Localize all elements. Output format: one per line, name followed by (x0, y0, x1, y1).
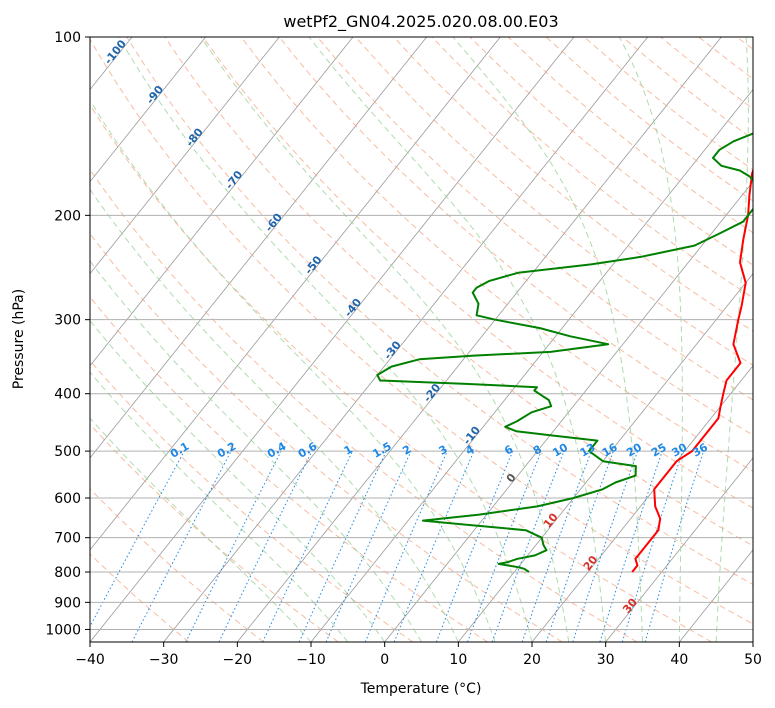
mixing-ratio-line (545, 450, 614, 642)
x-tick-label: 40 (670, 652, 688, 668)
y-tick-label: 400 (54, 387, 81, 403)
dry-adiabat-line (90, 423, 339, 642)
y-tick-label: 800 (54, 565, 81, 581)
x-axis: −40 −30 −20 −10 0 10 20 30 40 50 (75, 642, 762, 668)
mixing-ratio-line (393, 450, 475, 642)
dry-adiabat-line (393, 37, 753, 332)
y-tick-label: 200 (54, 208, 81, 224)
moist-adiabat-line (715, 37, 749, 642)
moist-adiabat-line (90, 371, 349, 642)
plot-background (90, 37, 753, 642)
background-lines (0, 37, 753, 642)
mixing-ratio-line (185, 450, 282, 642)
moist-adiabat-line (90, 188, 459, 642)
isotherm-line (531, 365, 753, 642)
y-tick-label: 700 (54, 531, 81, 547)
mixing-ratio-line (621, 450, 684, 642)
isotherm-line (90, 37, 427, 459)
dry-adiabat-line (90, 359, 414, 642)
dry-adiabat-line (90, 168, 638, 642)
x-tick-label: 20 (523, 652, 541, 668)
dewpoint-profile-line (376, 132, 753, 573)
moist-adiabat-line (90, 260, 422, 642)
isotherm-line (0, 37, 58, 642)
x-tick-label: 30 (597, 652, 615, 668)
plot-area: 0.1 0.2 0.4 0.6 1 1.5 2 3 4 6 8 10 13 16 20 25 30 36-100-… (0, 36, 754, 658)
dry-adiabat-line (90, 553, 190, 642)
plot-frame (89, 36, 754, 643)
y-tick-label: 100 (54, 30, 81, 46)
pressure-gridlines (90, 37, 753, 630)
x-tick-label: −30 (149, 652, 179, 668)
moist-adiabat-line (308, 37, 607, 642)
isotherm-line (237, 37, 722, 642)
temperature-profile-line (631, 167, 753, 573)
isotherm-line (752, 641, 753, 642)
isotherm-line (90, 37, 501, 551)
moist-adiabat-line (90, 99, 496, 642)
mixing-ratio-line (90, 450, 185, 628)
isotherm-label: 40 (660, 638, 680, 658)
isotherm-line (605, 457, 753, 642)
mixing-ratio-line (364, 450, 448, 642)
isotherm-line (90, 37, 354, 367)
mixing-ratio-line (521, 450, 592, 642)
moist-adiabat-line (118, 37, 533, 642)
x-tick-label: −10 (296, 652, 326, 668)
x-tick-label: −20 (223, 652, 253, 668)
dry-adiabat-line (355, 37, 753, 366)
mixing-ratio-line (325, 450, 412, 642)
mixing-ratio-line (491, 450, 565, 642)
y-axis: 100 200 300 400 500 600 700 800 900 1000 (45, 30, 90, 638)
y-tick-label: 1000 (45, 622, 81, 638)
dry-adiabat-line (90, 104, 712, 642)
dry-adiabat-line (126, 37, 753, 586)
dry-adiabat-line (317, 37, 753, 401)
mixing-ratio-line (599, 450, 663, 642)
dry-adiabat-line (90, 296, 488, 642)
dry-adiabat-line (202, 37, 753, 509)
x-tick-label: −40 (75, 652, 105, 668)
y-axis-label: Pressure (hPa) (11, 289, 27, 389)
isotherm-line (90, 37, 280, 275)
isotherm-line (163, 37, 648, 642)
y-tick-label: 900 (54, 595, 81, 611)
y-tick-label: 600 (54, 491, 81, 507)
y-tick-label: 300 (54, 313, 81, 329)
mixing-ratio-line (435, 450, 514, 642)
chart-title: wetPf2_GN04.2025.020.08.00.E03 (283, 12, 558, 32)
moist-adiabat-line (618, 37, 683, 642)
x-axis-label: Temperature (°C) (360, 681, 482, 697)
dry-adiabat-line (90, 38, 753, 625)
dry-adiabat-line (164, 37, 753, 547)
mixing-ratio-line (467, 450, 542, 642)
x-tick-label: 50 (744, 652, 762, 668)
moist-adiabat-line (90, 320, 386, 642)
mixing-ratio-line (572, 450, 639, 642)
isotherm-line (458, 273, 753, 642)
isotherm-line (384, 180, 753, 642)
isotherm-line (90, 37, 575, 642)
isotherm-line (90, 37, 206, 183)
x-tick-label: 0 (380, 652, 389, 668)
x-tick-label: 10 (449, 652, 467, 668)
mixing-ratio-line (644, 450, 705, 642)
dry-adiabat-line (278, 37, 753, 436)
moist-adiabat-line (452, 37, 643, 642)
y-tick-label: 500 (54, 444, 81, 460)
moist-adiabat-line (200, 37, 570, 642)
dry-adiabat-line (90, 232, 563, 642)
profiles (376, 132, 753, 573)
